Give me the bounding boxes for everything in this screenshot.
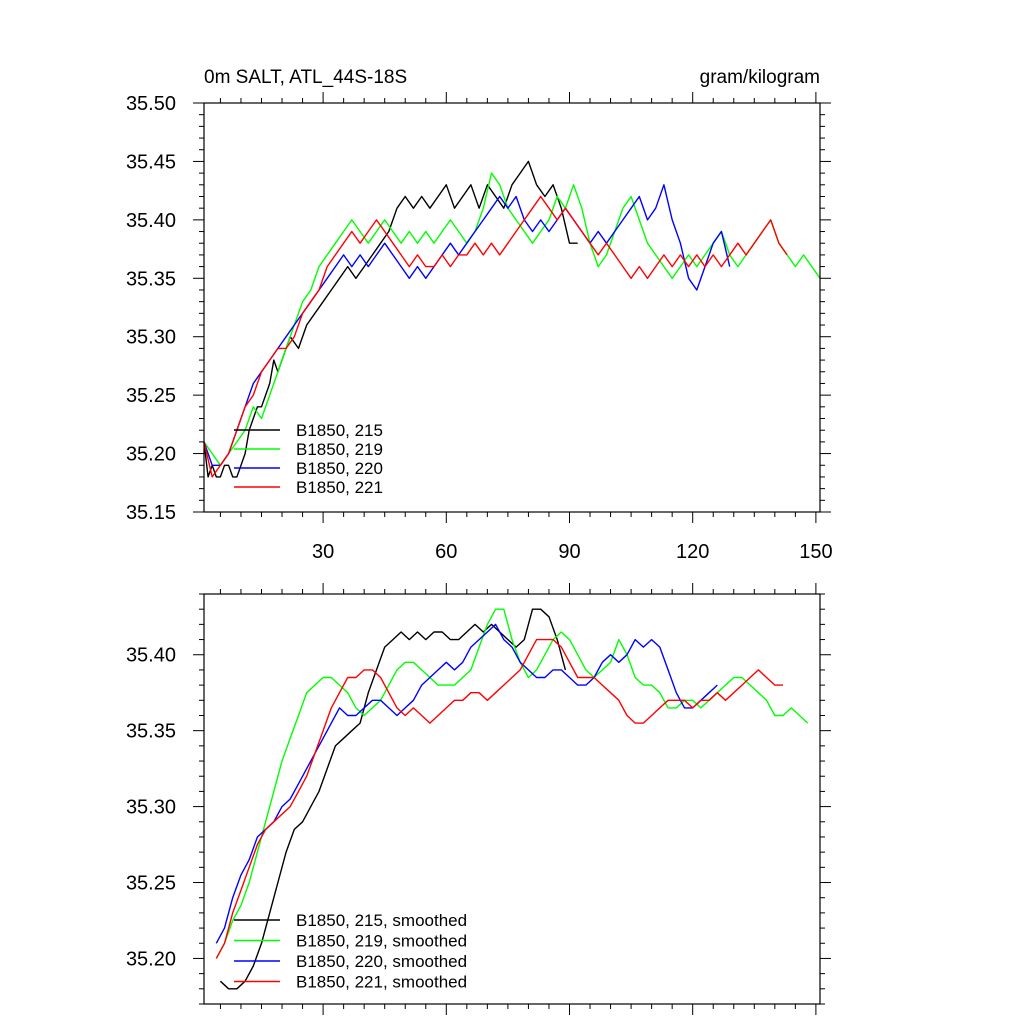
series-line — [203, 195, 788, 478]
top-plot-frame — [203, 102, 821, 513]
x-tick-label: 120 — [676, 541, 709, 563]
legend-label: B1850, 219, smoothed — [296, 932, 467, 951]
y-tick-label: 35.40 — [126, 645, 176, 667]
series-line — [215, 608, 809, 959]
y-tick-label: 35.50 — [126, 93, 176, 115]
legend-label: B1850, 215 — [296, 421, 383, 440]
y-tick-label: 35.40 — [126, 210, 176, 232]
bottom-minor-ticks — [199, 589, 825, 1009]
chart-units: gram/kilogram — [700, 67, 820, 88]
y-tick-label: 35.20 — [126, 444, 176, 466]
series-line — [203, 184, 731, 466]
bottom-panel: 35.20 35.25 35.30 35.35 35.40 B1850, 215, sm… — [126, 583, 831, 1015]
legend-label: B1850, 215, smoothed — [296, 911, 467, 930]
bottom-plot-frame — [203, 593, 821, 1005]
top-major-ticks — [193, 92, 831, 523]
legend-label: B1850, 220, smoothed — [296, 952, 467, 971]
y-tick-label: 35.25 — [126, 873, 176, 895]
legend-label: B1850, 219 — [296, 440, 383, 459]
top-minor-ticks — [199, 98, 825, 517]
y-tick-label: 35.25 — [126, 385, 176, 407]
bottom-series — [215, 608, 809, 990]
y-tick-label: 35.30 — [126, 797, 176, 819]
top-panel: 0m SALT, ATL_44S-18S gram/kilogram 35.15… — [126, 67, 833, 563]
y-tick-label: 35.45 — [126, 151, 176, 173]
y-tick-label: 35.30 — [126, 327, 176, 349]
legend-label: B1850, 220 — [296, 459, 383, 478]
y-tick-label: 35.20 — [126, 948, 176, 970]
top-series — [203, 160, 821, 478]
bottom-major-ticks — [193, 583, 831, 1015]
x-tick-label: 60 — [435, 541, 457, 563]
series-line — [203, 160, 578, 478]
x-tick-label: 150 — [799, 541, 832, 563]
bottom-legend: B1850, 215, smoothed B1850, 219, smoothed… — [234, 911, 467, 992]
x-tick-label: 30 — [312, 541, 334, 563]
chart-title: 0m SALT, ATL_44S-18S — [204, 67, 407, 88]
series-line — [215, 623, 718, 944]
y-tick-label: 35.35 — [126, 268, 176, 290]
top-y-tick-labels: 35.15 35.20 35.25 35.30 35.35 35.40 35.45 35.50 — [126, 93, 176, 524]
legend-label: B1850, 221 — [296, 478, 383, 497]
y-tick-label: 35.15 — [126, 502, 176, 524]
y-tick-label: 35.35 — [126, 721, 176, 743]
series-line — [215, 638, 783, 959]
x-tick-label: 90 — [558, 541, 580, 563]
bottom-y-tick-labels: 35.20 35.25 35.30 35.35 35.40 — [126, 645, 176, 971]
top-x-tick-labels: 30 60 90 120 150 — [312, 541, 833, 563]
series-line — [219, 608, 567, 990]
legend-label: B1850, 221, smoothed — [296, 973, 467, 992]
